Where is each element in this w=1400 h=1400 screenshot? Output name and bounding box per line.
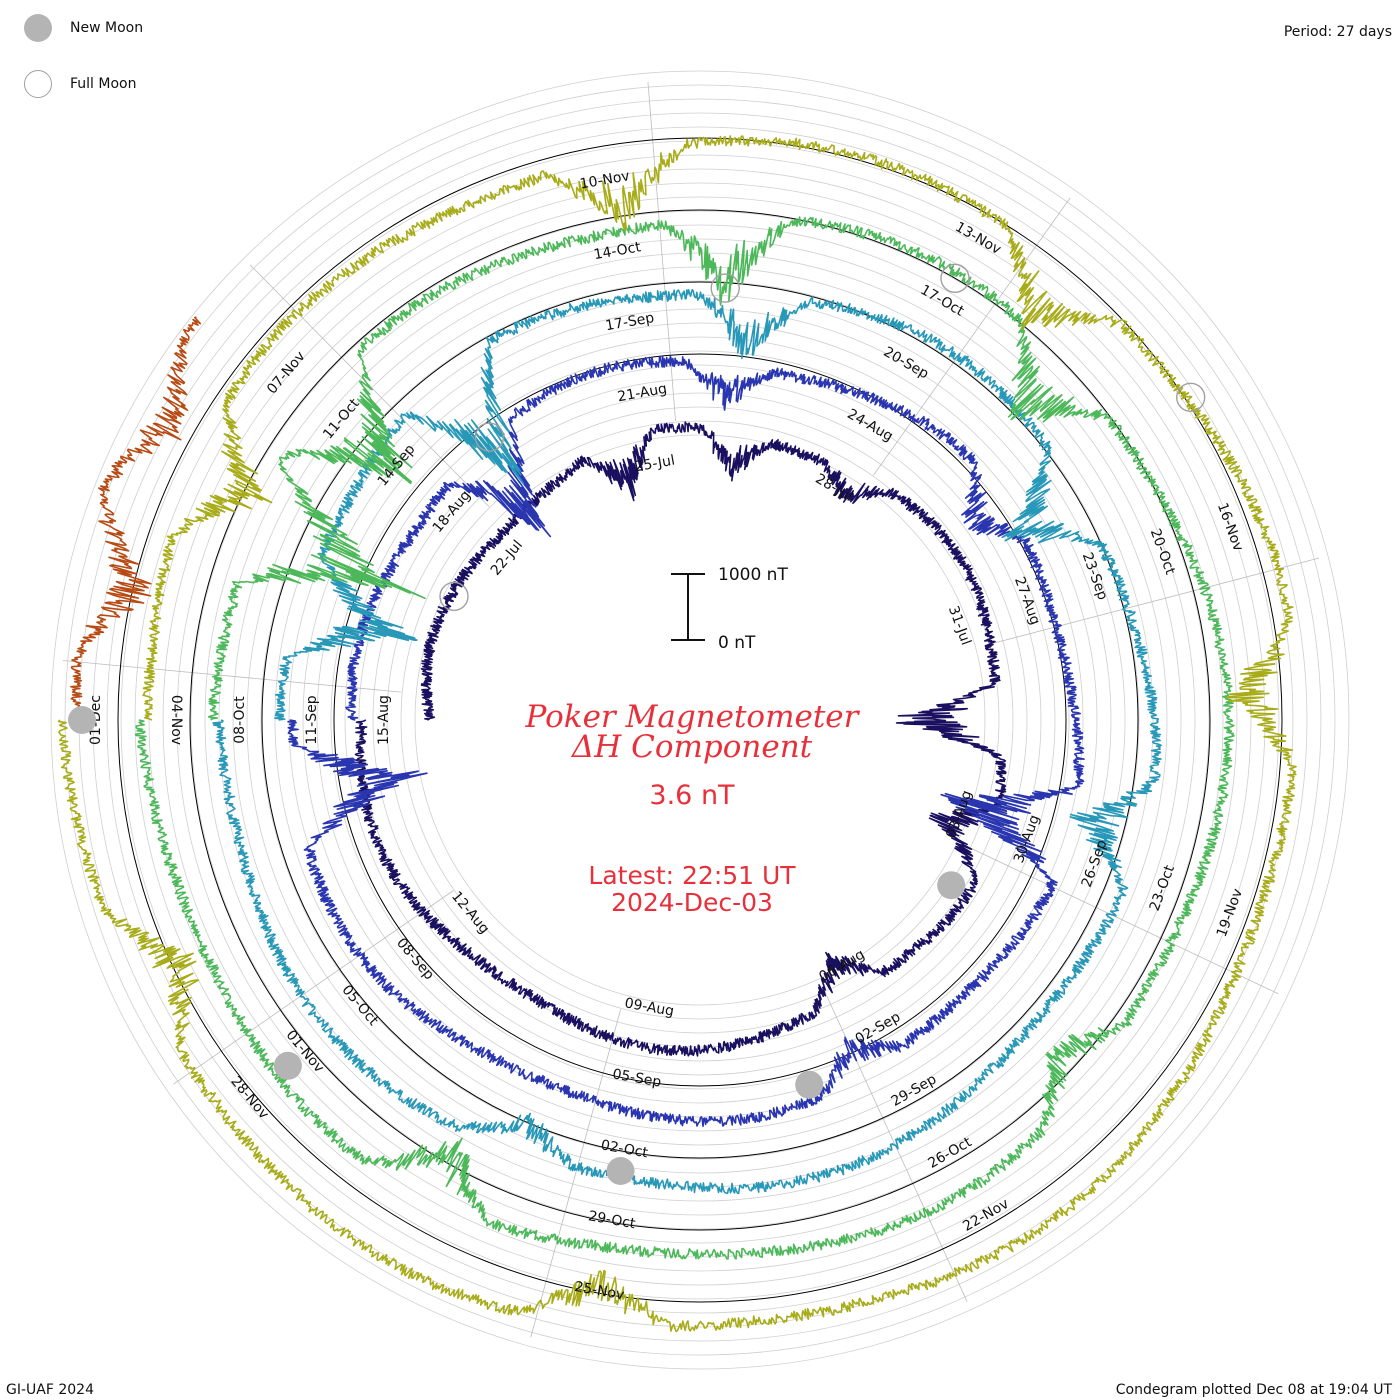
date-tick-label: 08-Oct bbox=[232, 696, 248, 744]
grid-ring bbox=[120, 140, 1280, 1300]
date-tick-label: 29-Oct bbox=[587, 1208, 637, 1232]
grid-ring bbox=[316, 336, 1084, 1104]
reference-circles bbox=[117, 137, 1283, 1303]
date-tick-label: 24-Aug bbox=[844, 406, 895, 445]
trace-series-5 bbox=[57, 135, 1297, 1333]
grid-ring bbox=[106, 126, 1294, 1314]
date-tick-label: 23-Oct bbox=[1147, 863, 1178, 914]
chart-title-line2: ΔH Component bbox=[571, 729, 813, 765]
grid-ring bbox=[302, 322, 1098, 1118]
date-tick-label: 15-Aug bbox=[376, 695, 392, 745]
grid-ring bbox=[400, 420, 1000, 1020]
plotted-label: Condegram plotted Dec 08 at 19:04 UT bbox=[1115, 1382, 1392, 1398]
date-tick-label: 17-Sep bbox=[604, 310, 655, 334]
full-moon-marker bbox=[940, 263, 970, 293]
day-spoke bbox=[647, 82, 676, 422]
latest-date: 2024-Dec-03 bbox=[611, 888, 773, 917]
date-tick-label: 14-Oct bbox=[593, 239, 643, 263]
date-tick-label: 25-Jul bbox=[633, 453, 676, 476]
latest-time: Latest: 22:51 UT bbox=[588, 861, 796, 890]
grid-ring bbox=[246, 266, 1154, 1174]
trace-series-3 bbox=[212, 288, 1162, 1195]
day-spoke bbox=[990, 557, 1320, 645]
moon-markers bbox=[68, 263, 1206, 1185]
reference-circle bbox=[261, 281, 1139, 1159]
new-moon-label: New Moon bbox=[70, 20, 144, 36]
grid-ring bbox=[344, 364, 1056, 1076]
scale-bar: 1000 nT 0 nT bbox=[671, 565, 788, 653]
chart-title-line1: Poker Magnetometer bbox=[525, 699, 861, 735]
legend-new-moon: New Moon bbox=[24, 14, 143, 42]
grid-ring bbox=[204, 224, 1196, 1216]
date-tick-label: 11-Oct bbox=[320, 395, 363, 442]
grid-ring bbox=[288, 308, 1112, 1132]
full-moon-swatch-icon bbox=[24, 70, 52, 98]
date-tick-label: 17-Oct bbox=[917, 282, 967, 320]
reference-circle bbox=[333, 353, 1067, 1087]
date-tick-label: 27-Aug bbox=[1011, 575, 1043, 627]
data-traces bbox=[57, 135, 1297, 1333]
grid-ring bbox=[218, 238, 1182, 1202]
new-moon-marker bbox=[937, 871, 966, 900]
credit-label: GI-UAF 2024 bbox=[6, 1382, 94, 1398]
grid-ring bbox=[64, 84, 1336, 1356]
date-tick-label: 19-Nov bbox=[1214, 887, 1246, 940]
day-spoke bbox=[173, 890, 454, 1085]
trace-series-2 bbox=[287, 355, 1085, 1128]
day-spoke bbox=[530, 1009, 622, 1338]
date-tick-label: 26-Sep bbox=[1079, 838, 1111, 890]
date-tick-label: 11-Sep bbox=[304, 695, 320, 744]
grid-ring bbox=[260, 280, 1140, 1160]
date-tick-label: 29-Sep bbox=[889, 1071, 940, 1110]
grid-ring bbox=[50, 70, 1350, 1370]
grid-ring bbox=[176, 196, 1224, 1244]
new-moon-marker bbox=[68, 706, 96, 734]
day-spokes bbox=[62, 82, 1320, 1338]
legend-full-moon: Full Moon bbox=[24, 70, 136, 98]
new-moon-marker bbox=[273, 1051, 302, 1080]
date-tick-label: 05-Sep bbox=[611, 1066, 662, 1090]
grid-ring bbox=[386, 406, 1014, 1034]
full-moon-marker bbox=[439, 581, 469, 612]
new-moon-marker bbox=[606, 1157, 635, 1185]
date-tick-label: 09-Aug bbox=[623, 995, 675, 1019]
date-tick-label: 20-Sep bbox=[881, 344, 932, 383]
date-tick-label: 20-Oct bbox=[1147, 527, 1178, 578]
date-tick-label: 05-Oct bbox=[338, 982, 381, 1029]
scale-bottom-label: 0 nT bbox=[718, 633, 756, 653]
full-moon-marker bbox=[710, 273, 740, 303]
new-moon-marker bbox=[795, 1070, 824, 1099]
full-moon-label: Full Moon bbox=[70, 76, 137, 92]
grid-ring bbox=[148, 168, 1252, 1272]
grid-ring bbox=[190, 210, 1210, 1230]
grid-ring bbox=[330, 350, 1070, 1090]
new-moon-swatch-icon bbox=[24, 14, 52, 42]
date-tick-label: 31-Jul bbox=[945, 604, 974, 648]
grid-ring bbox=[414, 434, 986, 1006]
reference-circle bbox=[189, 209, 1211, 1231]
date-tick-label: 04-Nov bbox=[168, 695, 184, 745]
date-tick-label: 21-Aug bbox=[616, 381, 668, 405]
full-moon-marker bbox=[1175, 382, 1206, 412]
day-spoke bbox=[970, 848, 1279, 995]
period-label: Period: 27 days bbox=[1283, 24, 1392, 40]
trace-series-1 bbox=[354, 421, 1007, 1057]
trace-series-6 bbox=[70, 316, 202, 721]
current-value: 3.6 nT bbox=[649, 780, 735, 811]
trace-series-4 bbox=[134, 216, 1235, 1260]
day-spoke bbox=[873, 197, 1071, 476]
date-tick-label: 12-Aug bbox=[448, 889, 492, 938]
day-spoke bbox=[62, 660, 402, 693]
date-tick-label: 16-Nov bbox=[1214, 501, 1246, 554]
full-moon-marker bbox=[474, 422, 505, 452]
scale-top-label: 1000 nT bbox=[718, 565, 788, 585]
